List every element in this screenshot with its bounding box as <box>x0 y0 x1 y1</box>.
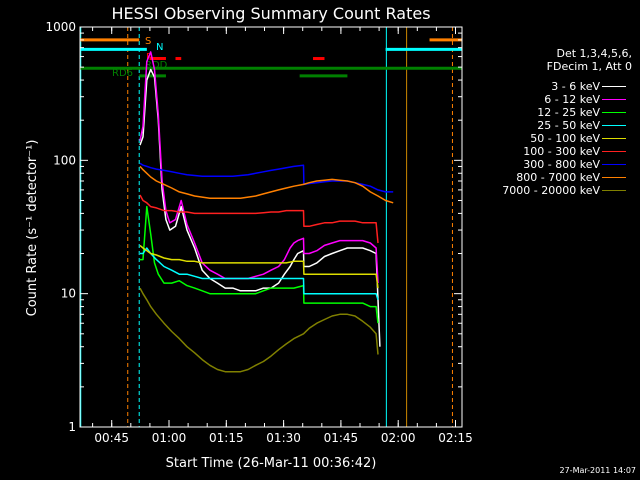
y-tick-label-1000: 1000 <box>45 20 76 34</box>
legend-swatch <box>602 86 626 87</box>
series-line-7000-20000-kev <box>139 287 379 373</box>
legend-item-6-12-kev: 6 - 12 keV <box>480 93 630 106</box>
legend-item-7000-20000-kev: 7000 - 20000 keV <box>480 184 630 197</box>
chart-title: HESSI Observing Summary Count Rates <box>111 4 430 23</box>
legend-label: 25 - 50 keV <box>537 119 600 132</box>
x-tick-label-01-00: 01:00 <box>152 431 187 445</box>
legend-label: 800 - 7000 keV <box>516 171 600 184</box>
series-line-300-800-kev <box>139 162 394 193</box>
x-tick-label-02-00: 02:00 <box>381 431 416 445</box>
series-line-100-300-kev <box>139 194 379 244</box>
legend-item-50-100-kev: 50 - 100 keV <box>480 132 630 145</box>
legend-label: 12 - 25 keV <box>537 106 600 119</box>
legend-swatch <box>602 125 626 126</box>
axes: 00:45 01:00 01:15 01:30 01:45 02:00 02:15 1 10 10… <box>45 20 472 445</box>
y-tick-label-1: 1 <box>68 420 76 434</box>
legend-label: 6 - 12 keV <box>544 93 600 106</box>
flag-label-s: S <box>145 36 151 47</box>
legend-header-line-2: FDecim 1, Att 0 <box>546 60 632 73</box>
plot-frame <box>79 26 463 428</box>
x-tick-label-02-15: 02:15 <box>438 431 473 445</box>
series-line-6-12-kev <box>139 51 379 284</box>
legend-item-25-50-kev: 25 - 50 keV <box>480 119 630 132</box>
legend-label: 7000 - 20000 keV <box>502 184 600 197</box>
y-tick-label-10: 10 <box>61 287 76 301</box>
legend-header: Det 1,3,4,5,6, FDecim 1, Att 0 <box>512 47 632 73</box>
legend-swatch <box>602 164 626 165</box>
y-tick-label-100: 100 <box>53 153 76 167</box>
legend-swatch <box>602 138 626 139</box>
legend-label: 50 - 100 keV <box>530 132 600 145</box>
x-tick-label-01-45: 01:45 <box>324 431 359 445</box>
legend-label: 100 - 300 keV <box>523 145 600 158</box>
legend-item-100-300-kev: 100 - 300 keV <box>480 145 630 158</box>
x-axis-label: Start Time (26-Mar-11 00:36:42) <box>166 456 377 471</box>
legend-swatch <box>602 190 626 191</box>
flag-label-rdd: RDD <box>145 60 168 71</box>
y-axis-label: Count Rate (s⁻¹ detector⁻¹) <box>25 140 40 317</box>
legend-swatch <box>602 151 626 152</box>
x-tick-label-01-30: 01:30 <box>266 431 301 445</box>
series-line-50-100-kev <box>139 244 379 289</box>
flag-label-rd6: RD6 <box>112 68 133 79</box>
legend-item-3-6-kev: 3 - 6 keV <box>480 80 630 93</box>
legend-swatch <box>602 99 626 100</box>
flag-label-n: N <box>156 42 163 53</box>
legend-label: 3 - 6 keV <box>551 80 600 93</box>
series-line-12-25-kev <box>140 205 379 324</box>
series-line-3-6-kev <box>139 68 381 347</box>
x-tick-label-00-45: 00:45 <box>94 431 129 445</box>
legend-swatch <box>602 177 626 178</box>
legend-item-300-800-kev: 300 - 800 keV <box>480 158 630 171</box>
legend-header-line-1: Det 1,3,4,5,6, <box>556 47 632 60</box>
series-line-25-50-kev <box>140 247 379 301</box>
x-tick-label-01-15: 01:15 <box>209 431 244 445</box>
legend-swatch <box>602 112 626 113</box>
legend-item-800-7000-kev: 800 - 7000 keV <box>480 171 630 184</box>
legend-item-12-25-kev: 12 - 25 keV <box>480 106 630 119</box>
series-line-800-7000-kev <box>139 165 394 204</box>
legend-label: 300 - 800 keV <box>523 158 600 171</box>
timestamp: 27-Mar-2011 14:07 <box>559 466 637 475</box>
